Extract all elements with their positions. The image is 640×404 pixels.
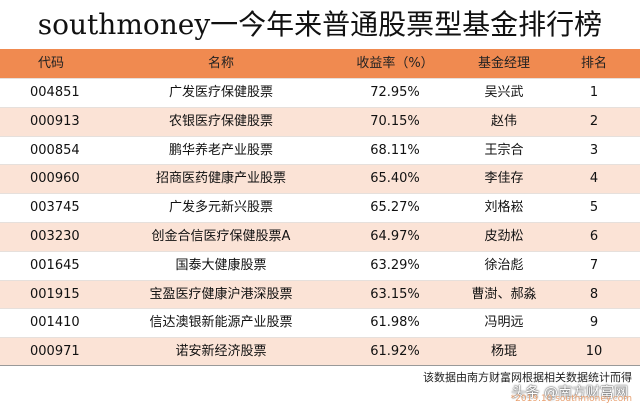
cell-return: 61.98% [370, 315, 420, 331]
cell-manager: 杨琨 [490, 344, 517, 360]
cell-name: 招商医药健康产业股票 [155, 171, 286, 187]
cell-manager: 王宗合 [484, 142, 524, 158]
cell-rank: 7 [589, 257, 599, 273]
cell-return: 72.95% [370, 85, 420, 100]
cell-rank: 6 [589, 228, 599, 244]
cell-code: 001645 [30, 257, 80, 273]
cell-name: 宝盈医疗健康沪港深股票 [149, 286, 293, 302]
header-return: 收益率（%） [356, 56, 434, 71]
cell-rank: 9 [589, 315, 599, 331]
cell-name: 诺安新经济股票 [175, 344, 267, 360]
cell-return: 63.15% [370, 286, 420, 302]
cell-return: 68.11% [370, 142, 420, 158]
cell-code: 000913 [30, 113, 80, 129]
cell-code: 003230 [30, 228, 80, 244]
cell-rank: 4 [589, 171, 599, 187]
cell-code: 001915 [30, 286, 80, 302]
cell-manager: 刘格崧 [484, 200, 524, 216]
table-row: 001915 宝盈医疗健康沪港深股票 63.15% 曹澍、郝淼 8 [0, 279, 640, 309]
watermark: 头条 @南方财富网 [511, 385, 628, 401]
cell-manager: 徐治彪 [484, 257, 524, 273]
table-body: 004851 广发医疗保健股票 72.95% 吴兴武 1 000913 农银医疗… [0, 78, 640, 366]
table-row: 000854 鹏华养老产业股票 68.11% 王宗合 3 [0, 135, 640, 165]
cell-code: 001410 [30, 315, 80, 331]
cell-return: 70.15% [370, 113, 420, 129]
header-name: 名称 [207, 56, 234, 71]
cell-manager: 吴兴武 [484, 85, 524, 100]
cell-manager: 赵伟 [490, 113, 517, 129]
cell-manager: 皮劲松 [484, 228, 524, 244]
cell-name: 广发医疗保健股票 [168, 85, 273, 100]
table-row: 001645 国泰大健康股票 63.29% 徐治彪 7 [0, 250, 640, 280]
cell-name: 信达澳银新能源产业股票 [149, 315, 293, 331]
cell-rank: 2 [589, 113, 599, 129]
header-rank: 排名 [580, 56, 607, 71]
table-row: 001410 信达澳银新能源产业股票 61.98% 冯明远 9 [0, 308, 640, 337]
cell-name: 创金合信医疗保健股票A [151, 228, 291, 244]
table-header: 代码 名称 收益率（%） 基金经理 排名 [0, 49, 640, 78]
cell-return: 65.27% [370, 200, 420, 216]
cell-rank: 10 [585, 344, 603, 360]
table-row: 003745 广发多元新兴股票 65.27% 刘格崧 5 [0, 193, 640, 222]
cell-name: 广发多元新兴股票 [168, 200, 273, 216]
watermark-sub: *2019.10 southmoney.com [510, 394, 632, 404]
cell-manager: 曹澍、郝淼 [471, 286, 537, 302]
source-note: 该数据由南方财富网根据相关数据统计而得 [423, 371, 632, 384]
cell-return: 63.29% [370, 257, 420, 273]
cell-rank: 3 [589, 142, 599, 158]
page-title: southmoney一今年来普通股票型基金排行榜 [37, 8, 603, 41]
footer: 该数据由南方财富网根据相关数据统计而得 头条 @南方财富网 *2019.10 s… [0, 365, 640, 404]
cell-rank: 1 [589, 85, 599, 100]
cell-code: 004851 [30, 85, 80, 100]
cell-manager: 冯明远 [484, 315, 524, 331]
table-row: 003230 创金合信医疗保健股票A 64.97% 皮劲松 6 [0, 221, 640, 251]
cell-code: 003745 [30, 200, 80, 216]
cell-return: 65.40% [370, 171, 420, 187]
cell-name: 国泰大健康股票 [175, 257, 267, 273]
header-manager: 基金经理 [477, 56, 530, 71]
table-row: 000913 农银医疗保健股票 70.15% 赵伟 2 [0, 106, 640, 136]
cell-rank: 5 [589, 200, 599, 216]
cell-name: 农银医疗保健股票 [168, 113, 273, 129]
header-code: 代码 [38, 56, 65, 71]
cell-code: 000854 [30, 142, 80, 158]
cell-name: 鹏华养老产业股票 [168, 142, 273, 158]
cell-manager: 李佳存 [484, 171, 524, 187]
cell-rank: 8 [589, 286, 599, 302]
cell-return: 64.97% [370, 228, 420, 244]
cell-return: 61.92% [370, 344, 420, 360]
table-row: 000971 诺安新经济股票 61.92% 杨琨 10 [0, 337, 640, 366]
cell-code: 000971 [30, 344, 80, 360]
table-row: 004851 广发医疗保健股票 72.95% 吴兴武 1 [0, 78, 640, 107]
table-row: 000960 招商医药健康产业股票 65.40% 李佳存 4 [0, 164, 640, 194]
cell-code: 000960 [30, 171, 80, 187]
